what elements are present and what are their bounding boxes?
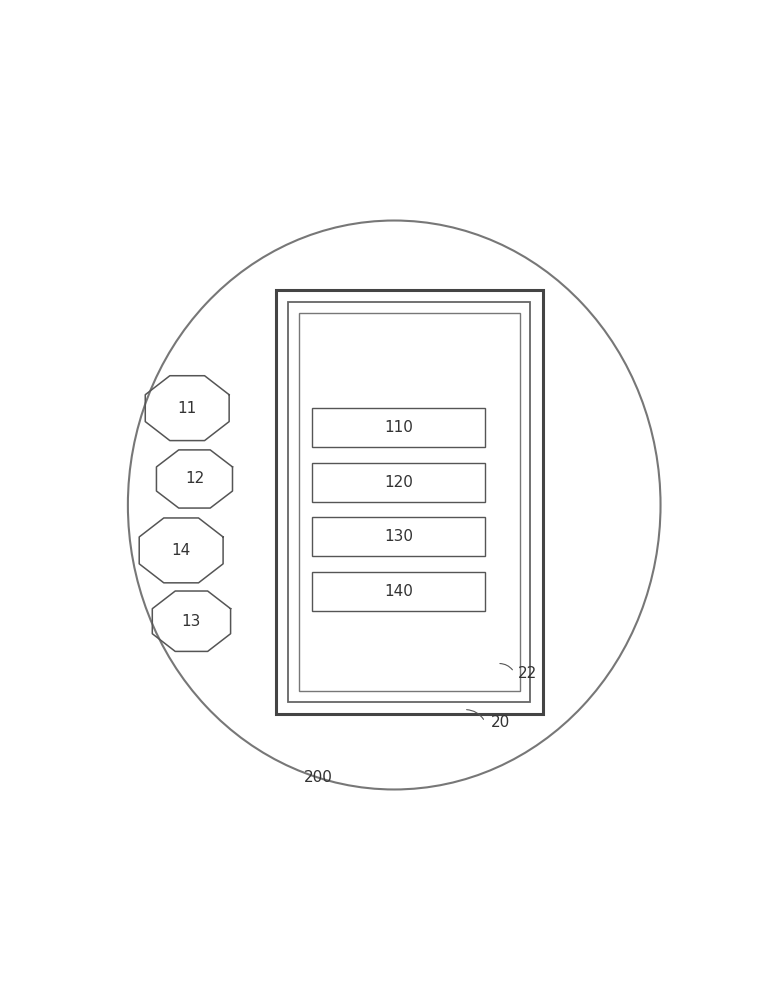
Text: 11: 11: [177, 401, 197, 416]
Text: 130: 130: [384, 529, 413, 544]
Text: 110: 110: [384, 420, 413, 435]
Bar: [312, 408, 485, 447]
Bar: [276, 290, 543, 714]
Text: 120: 120: [384, 475, 413, 490]
Bar: [312, 517, 485, 556]
Bar: [298, 313, 520, 691]
Text: 20: 20: [490, 715, 510, 730]
Bar: [288, 302, 530, 702]
Text: 200: 200: [304, 770, 333, 785]
Text: 12: 12: [185, 471, 204, 486]
Bar: [312, 572, 485, 611]
Bar: [312, 463, 485, 502]
Text: 13: 13: [182, 614, 201, 629]
Text: 14: 14: [172, 543, 191, 558]
Text: 140: 140: [384, 584, 413, 599]
Text: 22: 22: [518, 666, 537, 681]
